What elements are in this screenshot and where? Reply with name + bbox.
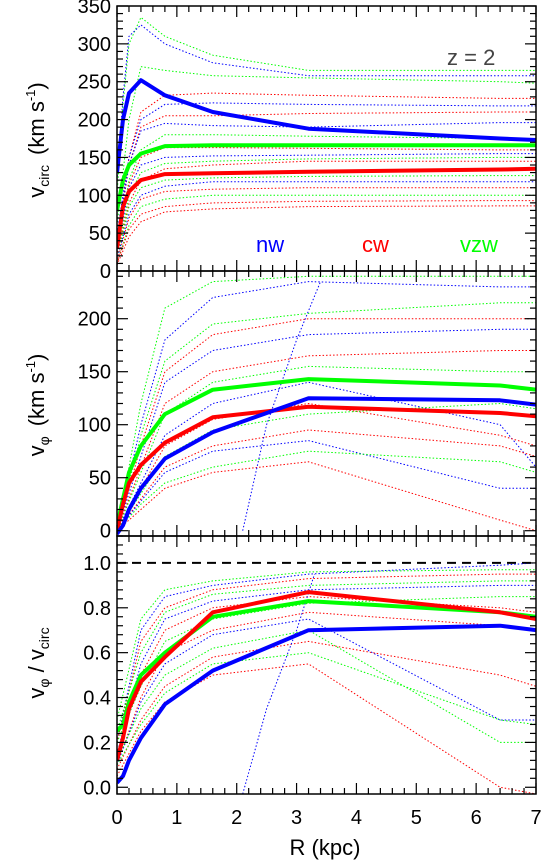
individual-curve [117,122,536,241]
y-tick-label: 200 [78,309,111,331]
plot-area [117,561,536,794]
individual-curve [117,611,536,765]
series-nw [117,78,536,173]
y-tick-label: 100 [78,185,111,207]
series-nw [117,623,536,785]
ratio-panel: 0.0 0.2 0.4 0.6 0.8 1.0 0 1 2 3 4 5 6 7 [83,535,542,829]
individual-curve [117,440,536,532]
y-tick-label: 350 [78,0,111,18]
plot-frame [116,535,537,795]
series-vzw [117,599,536,733]
legend-vzw: vzw [460,232,498,257]
individual-curve [117,111,536,245]
y-tick-label: 100 [78,415,111,437]
y-tick-label: 0.0 [83,777,111,799]
y-tick-label: 150 [78,362,111,384]
individual-curve [117,160,536,257]
individual-curve [117,381,536,531]
y-tick-label: 0 [100,521,111,543]
y-tick-label: 300 [78,34,111,56]
y-tick-label: 0.2 [83,732,111,754]
individual-curve [117,66,536,226]
individual-curve [117,205,536,266]
individual-curve [117,573,536,743]
individual-curve [117,281,536,531]
individual-curve [117,365,536,531]
vcirc-panel: 0 50 100 150 200 250 300 350 [78,0,537,283]
plot-frame [116,270,537,537]
x-axis-title: R (kpc) [290,835,361,860]
individual-curve [117,156,536,256]
individual-curve [117,596,536,754]
plot-area [117,275,536,536]
x-tick-label: 2 [231,807,242,829]
individual-curve [117,275,536,531]
individual-curve [117,328,536,531]
individual-curve [117,187,536,263]
individual-curve [117,629,536,761]
x-tick-label: 7 [530,807,541,829]
y-tick-label: 200 [78,110,111,132]
individual-curve [117,429,536,532]
vphi-panel: 0 50 100 150 200 [78,270,537,543]
individual-curve [117,450,536,532]
y-tick-label: 1.0 [83,553,111,575]
vcirc-ylabel: vcirc(km s-1) [23,82,52,197]
individual-curve [117,16,536,196]
y-tick-label: 0 [100,261,111,283]
redshift-annotation: z = 2 [447,45,495,70]
individual-curve [117,194,536,264]
individual-curve [117,652,536,766]
y-tick-label: 0.6 [83,643,111,665]
x-tick-label: 1 [171,807,182,829]
x-tick-label: 5 [411,807,422,829]
legend-nw: nw [256,232,284,257]
y-tick-label: 50 [89,223,111,245]
series-cw [117,404,536,532]
individual-curve [117,200,536,264]
individual-curve [117,402,536,531]
individual-curve [117,318,536,531]
vphi-ylabel: vφ(km s-1) [23,354,52,457]
individual-curve [117,350,536,531]
series-cw [117,166,536,249]
individual-curve [117,663,536,794]
individual-curve [117,153,536,253]
series-vzw [117,143,536,211]
plot-area [117,16,536,266]
x-tick-label: 3 [291,807,302,829]
individual-curve [117,134,536,249]
series-cw [117,590,536,761]
ratio-ylabel: vφ / vcirc [24,627,52,698]
y-tick-label: 150 [78,147,111,169]
y-tick-label: 50 [89,468,111,490]
x-tick-label: 0 [111,807,122,829]
y-tick-label: 250 [78,72,111,94]
individual-curve [117,181,536,260]
series-nw [117,396,536,536]
individual-curve [117,640,536,770]
individual-curve [117,618,536,765]
y-tick-label: 0.4 [83,688,111,710]
x-tick-label: 6 [471,807,482,829]
legend-cw: cw [362,232,389,257]
y-tick-label: 0.8 [83,598,111,620]
individual-curve [242,573,315,794]
individual-curve [117,302,536,531]
individual-curve [117,92,536,241]
individual-curve [117,596,536,743]
individual-curve [117,569,536,721]
x-tick-label: 4 [351,807,362,829]
individual-curve [117,461,536,532]
